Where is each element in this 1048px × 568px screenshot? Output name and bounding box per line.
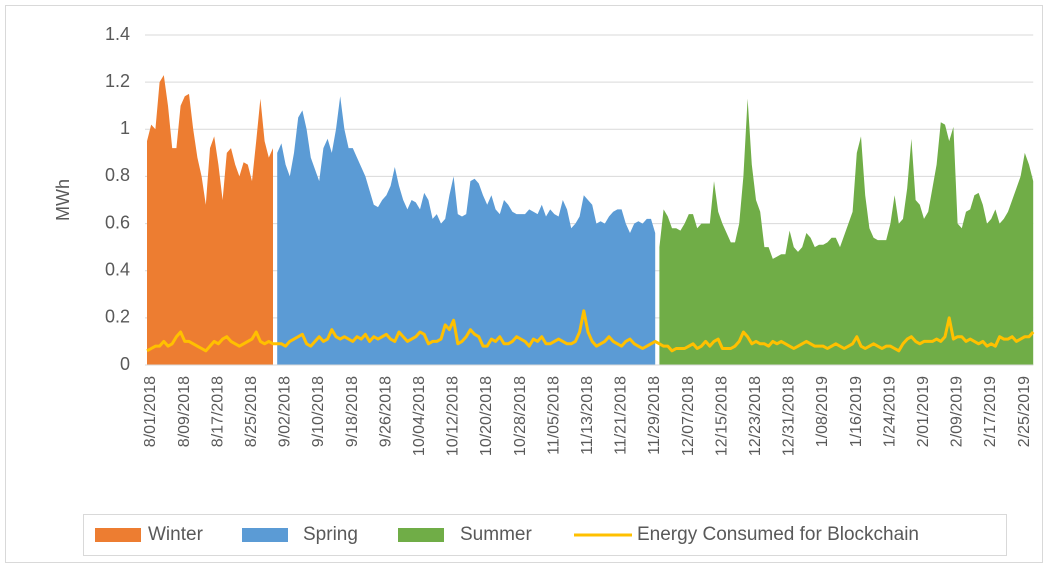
x-tick-label: 8/01/2018 [142, 376, 159, 447]
x-tick-label: 9/02/2018 [277, 376, 294, 447]
x-tick-label: 11/13/2018 [579, 376, 596, 455]
x-tick-label: 2/01/2019 [915, 376, 932, 447]
line [146, 309, 1035, 353]
x-tick-label: 12/23/2018 [747, 376, 764, 456]
x-tick-label: 8/09/2018 [176, 376, 193, 447]
legend-swatch [398, 528, 444, 542]
x-tick-label: 2/25/2019 [1016, 376, 1033, 447]
legend-label: Energy Consumed for Blockchain [637, 524, 919, 545]
x-tick-label: 9/10/2018 [310, 376, 327, 447]
y-tick-label: 1 [120, 118, 130, 138]
x-tick-label: 9/26/2018 [377, 376, 394, 447]
area [147, 75, 273, 366]
x-tick-label: 1/24/2019 [881, 376, 898, 447]
y-tick-label: 1.2 [105, 71, 130, 91]
x-tick-label: 12/15/2018 [713, 376, 730, 456]
area [659, 98, 1034, 366]
y-tick-label: 0 [120, 354, 130, 374]
x-tick-label: 11/05/2018 [545, 376, 562, 455]
y-tick-label: 0.8 [105, 165, 130, 185]
x-tick-label: 10/20/2018 [478, 376, 495, 456]
x-tick-label: 2/09/2019 [949, 376, 966, 447]
x-tick-label: 12/31/2018 [781, 376, 798, 456]
x-tick-label: 10/12/2018 [445, 376, 462, 456]
x-tick-label: 8/17/2018 [209, 376, 226, 447]
x-tick-label: 1/16/2019 [848, 376, 865, 447]
y-tick-label: 1.4 [105, 24, 130, 44]
x-tick-label: 11/29/2018 [646, 376, 663, 455]
x-tick-label: 12/07/2018 [680, 376, 697, 456]
legend-swatch [242, 528, 288, 542]
y-axis-title: MWh [53, 179, 73, 221]
x-tick-label: 9/18/2018 [344, 376, 361, 447]
legend-label: Summer [460, 524, 532, 545]
y-tick-label: 0.4 [105, 259, 130, 279]
x-tick-label: 1/08/2019 [814, 376, 831, 447]
x-tick-label: 8/25/2018 [243, 376, 260, 447]
y-tick-label: 0.6 [105, 212, 130, 232]
x-tick-label: 11/21/2018 [613, 376, 630, 455]
y-tick-label: 0.2 [105, 307, 130, 327]
legend-frame [83, 514, 1007, 556]
legend-label: Winter [148, 524, 204, 545]
x-tick-label: 2/17/2019 [982, 376, 999, 447]
x-tick-label: 10/04/2018 [411, 376, 428, 456]
x-tick-label: 10/28/2018 [512, 376, 529, 456]
legend-label: Spring [303, 524, 358, 545]
area [277, 96, 656, 366]
legend-swatch [95, 528, 141, 542]
